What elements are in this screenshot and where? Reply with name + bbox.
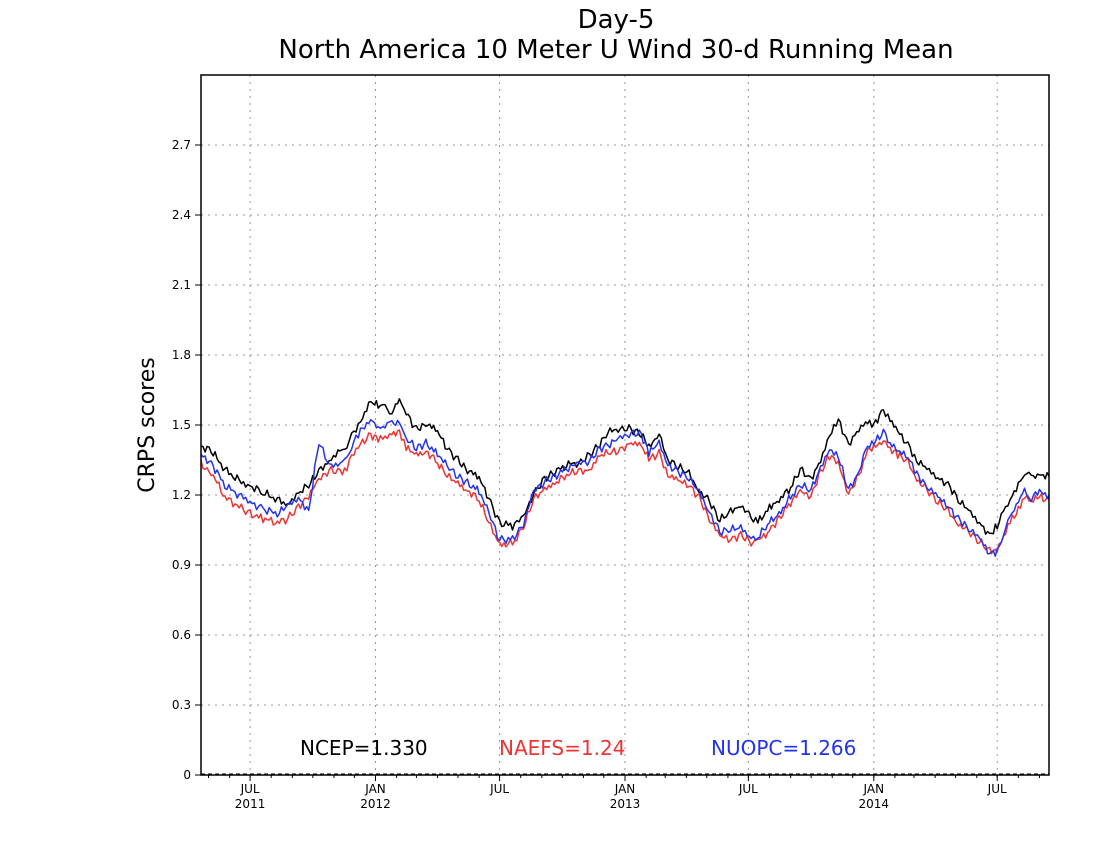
x-tick-label: JAN bbox=[614, 782, 636, 796]
y-tick-label: 1.2 bbox=[172, 488, 191, 502]
legend-naefs: NAEFS=1.24 bbox=[499, 736, 625, 760]
y-tick-label: 1.8 bbox=[172, 348, 191, 362]
legend-ncep: NCEP=1.330 bbox=[300, 736, 428, 760]
legend: NCEP=1.330 NAEFS=1.24 NUOPC=1.266 bbox=[300, 736, 856, 760]
grid-layer bbox=[201, 75, 1049, 775]
chart-title: Day-5 bbox=[578, 5, 655, 35]
y-tick-label: 0.3 bbox=[172, 698, 191, 712]
y-tick-label: 1.5 bbox=[172, 418, 191, 432]
series-line-naefs bbox=[200, 429, 1050, 555]
x-tick-label: JUL bbox=[489, 782, 509, 796]
legend-nuopc: NUOPC=1.266 bbox=[711, 736, 856, 760]
x-tick-label: JUL bbox=[738, 782, 758, 796]
y-tick-label: 2.7 bbox=[172, 138, 191, 152]
x-tick-label: JUL bbox=[240, 782, 260, 796]
plot-frame bbox=[200, 74, 1050, 776]
x-tick-label: JAN bbox=[364, 782, 386, 796]
y-tick-label: 0.9 bbox=[172, 558, 191, 572]
y-tick-label: 0.6 bbox=[172, 628, 191, 642]
x-tick-label: JAN bbox=[863, 782, 885, 796]
series-layer bbox=[200, 398, 1050, 557]
series-line-ncep bbox=[200, 398, 1050, 535]
x-tick-year-label: 2014 bbox=[859, 797, 890, 811]
x-tick-label: JUL bbox=[987, 782, 1007, 796]
x-tick-year-label: 2011 bbox=[235, 797, 266, 811]
axis-layer: 00.30.60.91.21.51.82.12.42.7JUL2011JAN20… bbox=[172, 138, 1040, 811]
y-tick-label: 2.4 bbox=[172, 208, 191, 222]
x-tick-year-label: 2013 bbox=[610, 797, 641, 811]
chart-subtitle: North America 10 Meter U Wind 30-d Runni… bbox=[278, 35, 953, 65]
series-line-nuopc bbox=[200, 418, 1050, 557]
y-axis-label: CRPS scores bbox=[135, 357, 160, 492]
y-tick-label: 2.1 bbox=[172, 278, 191, 292]
y-tick-label: 0 bbox=[183, 768, 191, 782]
x-tick-year-label: 2012 bbox=[360, 797, 391, 811]
